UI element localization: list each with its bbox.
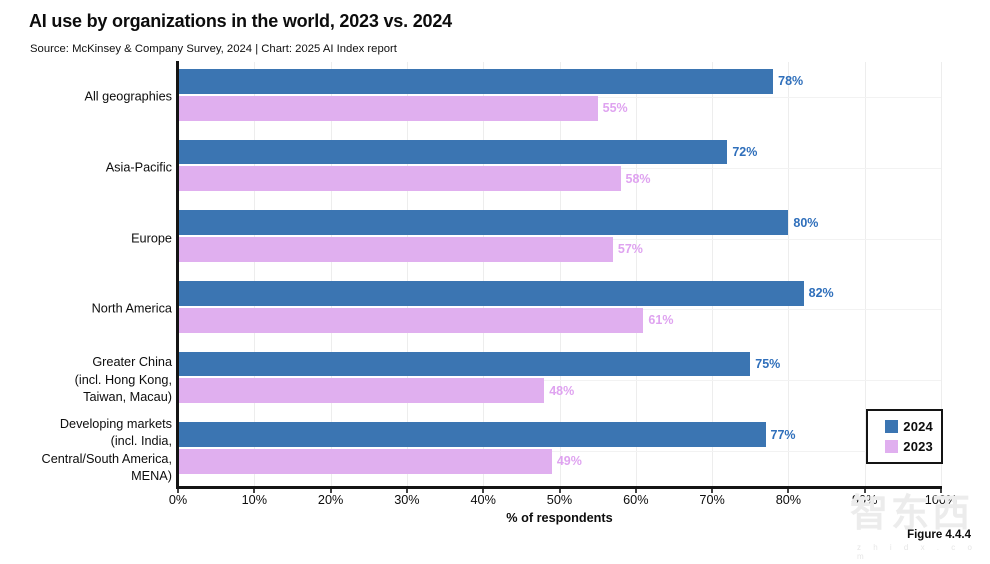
category-label: Europe (131, 230, 172, 245)
bar-2024 (178, 69, 774, 94)
x-tick-mark (405, 489, 408, 493)
x-tick-label: 90% (851, 493, 878, 507)
x-tick-label: 30% (394, 493, 420, 507)
legend-swatch-2023 (885, 439, 898, 453)
x-tick-mark (558, 489, 561, 493)
bar-2023 (178, 307, 644, 333)
bar-2023 (178, 378, 545, 404)
x-tick-label: 40% (470, 493, 496, 507)
x-tick-mark (482, 489, 485, 493)
gridline-vertical (483, 62, 485, 486)
x-tick-mark (253, 489, 256, 493)
bar-2023 (178, 236, 613, 262)
gridline-vertical (941, 62, 942, 486)
x-axis-label: % of respondents (506, 511, 613, 525)
bar-value-label: 72% (732, 144, 758, 159)
y-axis-category-labels: All geographies Asia-Pacific Europe North A… (0, 0, 172, 564)
x-tick-label: 10% (241, 493, 267, 507)
gridline-vertical (864, 62, 866, 486)
gridline-vertical (406, 62, 408, 486)
category-label: North America (91, 301, 172, 316)
bar-value-label: 48% (549, 383, 575, 398)
legend-item-2024: 2024 (868, 416, 941, 436)
gridline-vertical (559, 62, 561, 486)
figure-number: Figure 4.4.4 (907, 529, 971, 541)
gridline-horizontal (178, 380, 941, 381)
bar-2024 (178, 210, 789, 235)
gridline-vertical (712, 62, 714, 486)
x-axis-line (176, 486, 942, 489)
x-tick-mark (329, 489, 332, 493)
bar-value-label: 82% (808, 286, 834, 301)
bar-2023 (178, 166, 621, 192)
x-tick-mark (634, 489, 637, 493)
x-tick-mark (863, 489, 866, 493)
watermark-logo: 智东西 (850, 493, 974, 535)
legend-label: 2024 (903, 418, 933, 434)
legend: 2024 2023 (866, 409, 943, 464)
bar-2024 (178, 351, 751, 377)
category-label: Greater China (incl. Hong Kong, Taiwan, Ma… (74, 354, 172, 404)
x-tick-label: 70% (699, 493, 725, 507)
x-tick-mark (711, 489, 714, 493)
bar-value-label: 75% (755, 356, 781, 371)
plot-area: 78% 72% 80% 82% 75% 77% 55% 58% 57% 61% 48% 49% (176, 61, 942, 489)
bar-value-label: 58% (625, 171, 651, 186)
gridline-horizontal (178, 450, 941, 452)
bar-value-label: 55% (602, 101, 628, 115)
bar-2023 (178, 95, 598, 121)
bar-value-label: 77% (770, 427, 796, 442)
gridline-vertical (788, 62, 790, 486)
bar-value-label: 78% (778, 74, 804, 89)
bar-value-label: 57% (617, 242, 643, 257)
gridline-vertical (635, 62, 637, 486)
y-axis-line (176, 61, 179, 489)
x-tick-mark (177, 489, 179, 493)
bar-2024 (178, 139, 728, 165)
x-tick-label: 0% (168, 493, 188, 507)
chart-title: AI use by organizations in the world, 20… (29, 11, 452, 31)
x-tick-label: 60% (623, 493, 649, 507)
x-tick-label: 100% (924, 493, 958, 507)
category-label: Developing markets (incl. India, Central/S… (41, 416, 172, 484)
legend-label: 2023 (903, 438, 933, 454)
x-tick-mark (787, 489, 790, 493)
chart-subtitle: Source: McKinsey & Company Survey, 2024 … (30, 43, 397, 55)
legend-item-2023: 2023 (868, 436, 941, 456)
bar-value-label: 61% (648, 313, 674, 327)
category-label: Asia-Pacific (105, 160, 172, 175)
gridline-vertical (254, 62, 256, 486)
watermark-url: z h i d x . c o m (857, 543, 977, 561)
x-tick-label: 80% (775, 493, 802, 507)
bar-value-label: 49% (556, 454, 582, 469)
bar-2023 (178, 448, 552, 474)
x-tick-label: 50% (546, 493, 573, 507)
bar-2024 (178, 281, 804, 306)
bar-value-label: 80% (793, 215, 819, 230)
legend-swatch-2024 (885, 419, 898, 433)
category-label: All geographies (84, 89, 172, 104)
x-tick-mark (940, 489, 942, 493)
gridline-vertical (330, 62, 332, 486)
x-tick-label: 20% (317, 493, 344, 507)
bar-2024 (178, 422, 766, 447)
